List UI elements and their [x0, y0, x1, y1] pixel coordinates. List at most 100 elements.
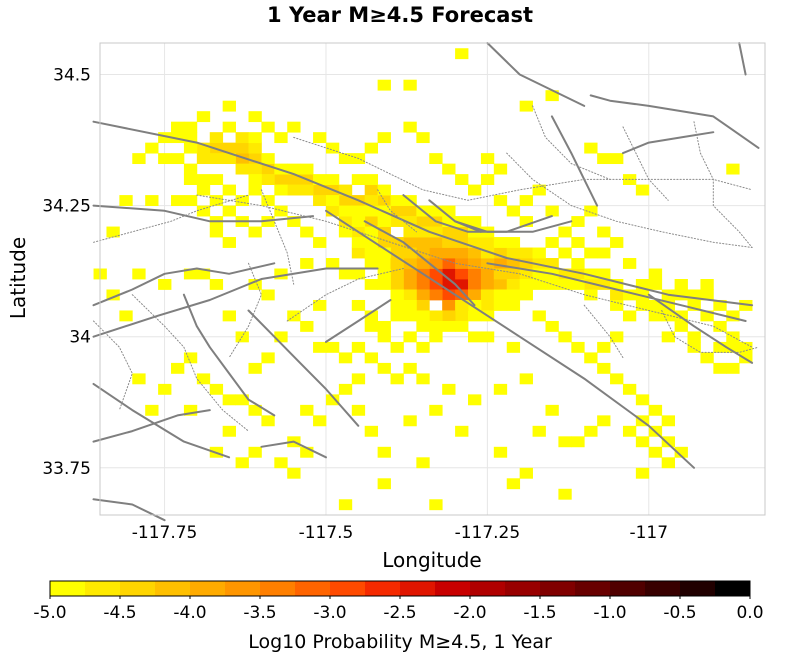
heatmap-cell — [687, 341, 701, 353]
heatmap-cell — [390, 299, 404, 311]
heatmap-cell — [571, 436, 585, 448]
heatmap-cell — [493, 258, 508, 269]
heatmap-cell — [390, 216, 404, 227]
heatmap-cell — [468, 394, 482, 406]
heatmap-cell — [442, 237, 456, 248]
heatmap-cell — [558, 436, 572, 448]
heatmap-cell — [713, 320, 727, 332]
heatmap-cell — [390, 373, 404, 385]
heatmap-cell — [584, 289, 598, 301]
heatmap-cell — [183, 404, 198, 416]
heatmap-cell — [416, 457, 430, 469]
heatmap-cell — [403, 415, 417, 427]
chart-title: 1 Year M≥4.5 Forecast — [267, 3, 533, 27]
heatmap-cell — [403, 299, 417, 311]
fault-trace-dotted — [93, 320, 133, 411]
colorbar-swatch — [610, 581, 646, 596]
heatmap-cell — [661, 436, 676, 448]
heatmap-cell — [610, 279, 624, 290]
heatmap-cell — [364, 184, 379, 196]
heatmap-cell — [364, 279, 379, 290]
heatmap-cell — [506, 478, 521, 490]
heatmap-cell — [416, 299, 430, 311]
heatmap-cell — [338, 153, 353, 165]
heatmap-cell — [468, 331, 482, 343]
heatmap-cell — [726, 331, 740, 343]
heatmap-cell — [635, 279, 650, 290]
heatmap-cell — [416, 279, 430, 290]
heatmap-cell — [455, 320, 469, 332]
colorbar-tick-label: -2.5 — [383, 603, 416, 623]
heatmap-cell — [261, 195, 275, 206]
heatmap-cell — [403, 237, 417, 248]
fault-trace — [325, 209, 695, 469]
heatmap-cell — [519, 289, 533, 301]
heatmap-cell — [506, 279, 521, 290]
heatmap-cell — [377, 446, 391, 458]
heatmap-cell — [545, 205, 559, 217]
y-tick-label: 33.75 — [42, 459, 91, 479]
heatmap-cell — [558, 279, 572, 290]
y-tick-label: 34.5 — [53, 65, 91, 85]
heatmap-cell — [532, 258, 546, 269]
heatmap-cell — [519, 467, 533, 479]
colorbar-swatch — [295, 581, 331, 596]
heatmap-cell — [622, 289, 637, 301]
heatmap-cell — [468, 216, 482, 227]
heatmap-cell — [571, 341, 585, 353]
heatmap-cell — [480, 331, 495, 343]
heatmap-cell — [274, 184, 288, 196]
heatmap-cell — [726, 362, 740, 374]
heatmap-cell — [713, 362, 727, 374]
heatmap-cell — [403, 226, 417, 238]
heatmap-cell — [545, 320, 559, 332]
heatmap-cell — [351, 268, 366, 280]
fault-trace — [363, 220, 476, 307]
heatmap-cell — [313, 341, 327, 353]
heatmap-cell — [648, 404, 663, 416]
heatmap-cell — [287, 121, 301, 133]
heatmap-cell — [506, 258, 521, 269]
y-axis-ticks: 34.5 34.25 34 33.75 — [42, 65, 91, 478]
heatmap-cell — [300, 258, 314, 269]
heatmap-cell — [364, 425, 379, 437]
colorbar-label: Log10 Probability M≥4.5, 1 Year — [248, 631, 552, 653]
heatmap-cell — [351, 247, 366, 259]
heatmap-cell — [274, 174, 288, 185]
heatmap-cell — [455, 216, 469, 227]
heatmap-cell — [635, 467, 650, 479]
heatmap-cell — [300, 163, 314, 175]
heatmap-cell — [235, 457, 249, 469]
heatmap-cell — [377, 237, 391, 248]
heatmap-cell — [377, 279, 391, 290]
heatmap-cell — [506, 247, 521, 259]
heatmap-cell — [145, 195, 159, 206]
heatmap-cell — [429, 404, 443, 416]
heatmap-cell — [532, 279, 546, 290]
heatmap-cell — [403, 279, 417, 290]
heatmap-cell — [338, 184, 353, 196]
heatmap-cell — [209, 153, 224, 165]
heatmap-cell — [584, 352, 598, 364]
heatmap-cell — [584, 247, 598, 259]
heatmap-cell — [635, 436, 650, 448]
heatmap-cell — [209, 279, 224, 290]
heatmap-cell — [468, 310, 482, 322]
heatmap-cell — [468, 268, 482, 280]
colorbar-swatch — [225, 581, 261, 596]
heatmap-cell — [519, 279, 533, 290]
heatmap-cell — [403, 310, 417, 322]
heatmap-cell — [196, 268, 211, 280]
heatmap-cell — [442, 205, 456, 217]
heatmap-cell — [648, 268, 663, 280]
heatmap-cell — [338, 268, 353, 280]
heatmap-cell — [377, 79, 391, 91]
fault-trace — [454, 220, 573, 233]
heatmap-cell — [442, 268, 456, 280]
y-tick-label: 34 — [69, 328, 91, 348]
heatmap-cell — [674, 446, 688, 458]
colorbar-tick-label: -3.5 — [243, 603, 276, 623]
heatmap-cell — [364, 205, 379, 217]
heatmap-cell — [261, 415, 275, 427]
heatmap-cell — [300, 404, 314, 416]
